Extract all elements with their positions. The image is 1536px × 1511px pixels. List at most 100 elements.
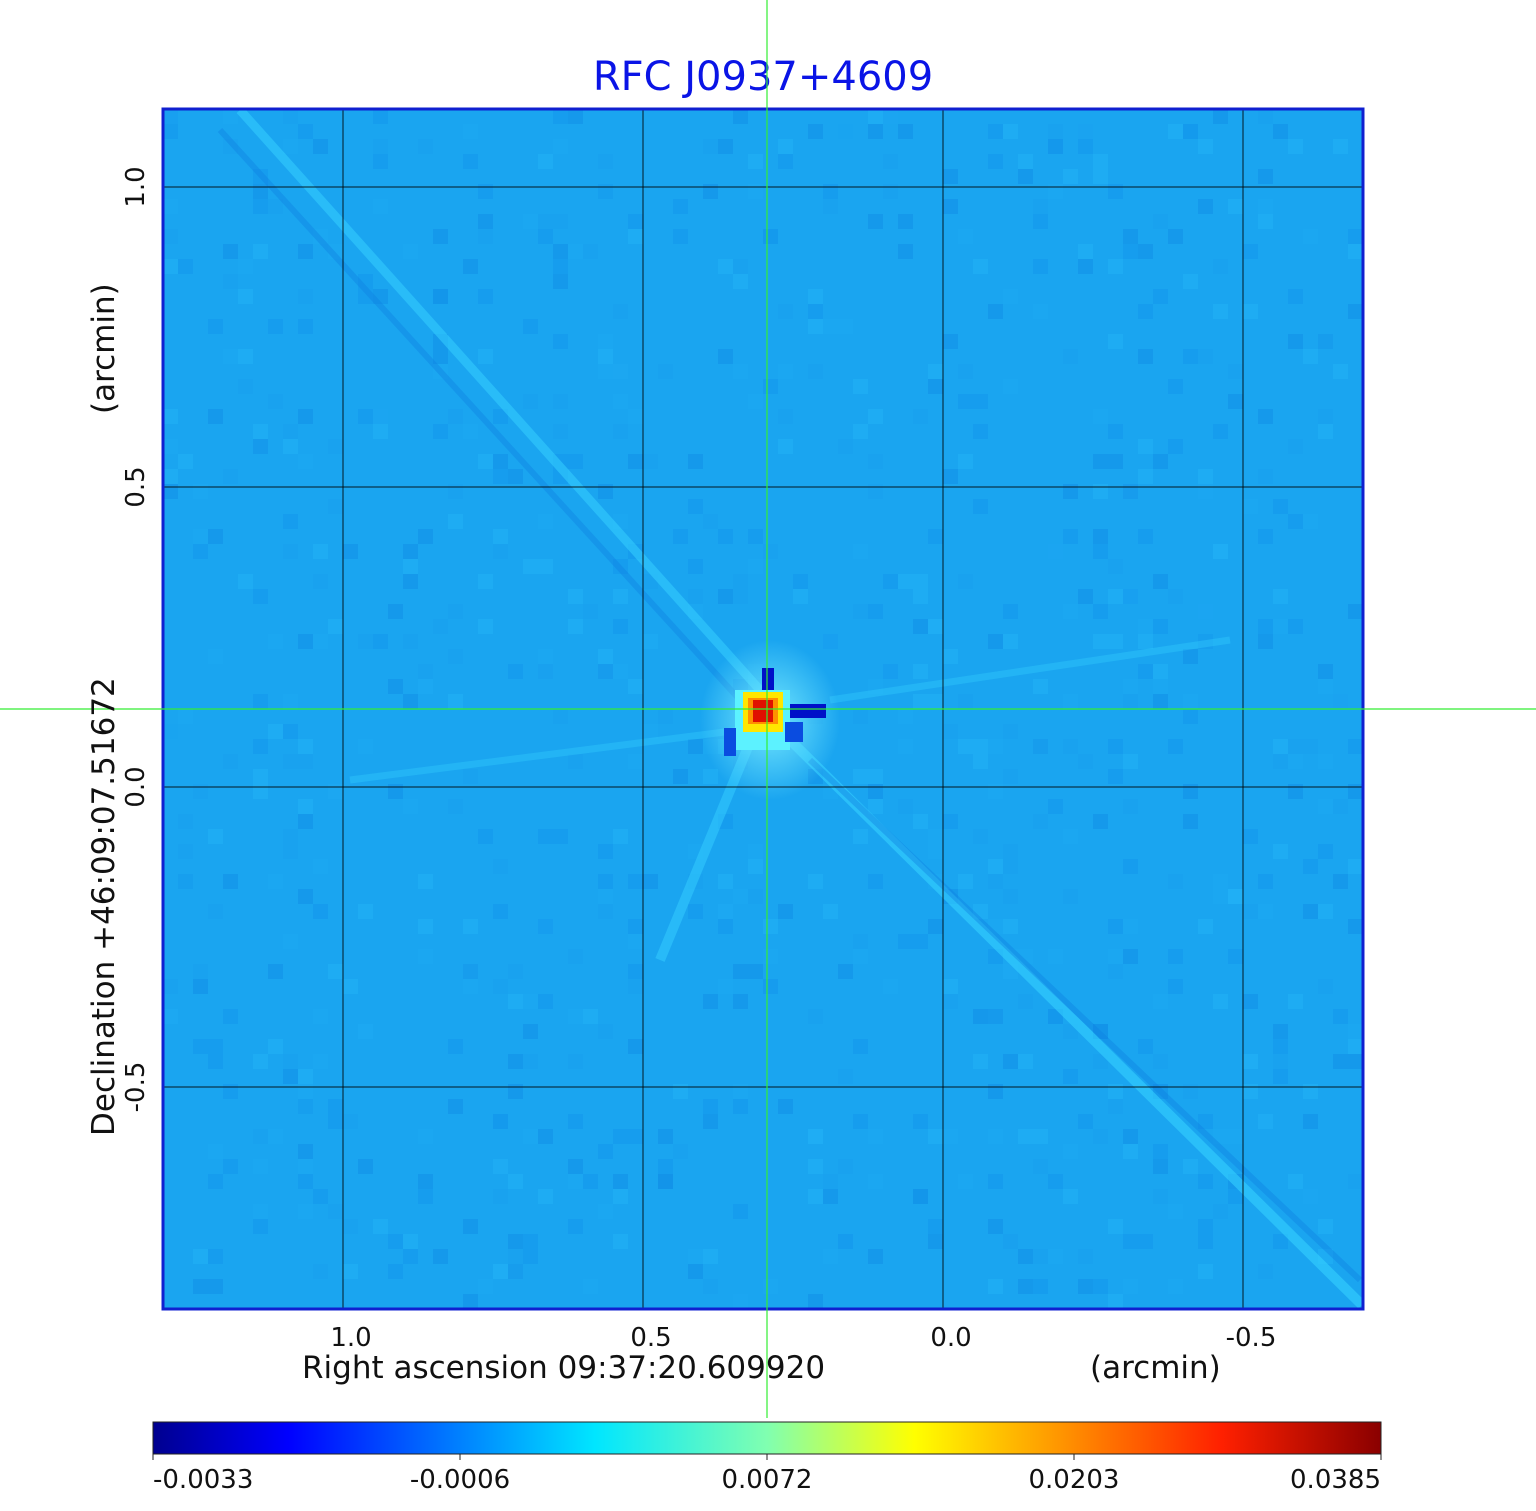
noise-pixel — [688, 904, 703, 919]
noise-pixel — [943, 814, 958, 829]
noise-pixel — [658, 1174, 673, 1189]
noise-pixel — [1108, 769, 1123, 784]
noise-pixel — [418, 1189, 433, 1204]
noise-pixel — [433, 424, 448, 439]
noise-pixel — [163, 199, 178, 214]
noise-pixel — [298, 319, 313, 334]
noise-pixel — [298, 1174, 313, 1189]
noise-pixel — [1243, 1054, 1258, 1069]
noise-pixel — [1198, 469, 1213, 484]
noise-pixel — [553, 334, 568, 349]
noise-pixel — [1153, 214, 1168, 229]
noise-pixel — [763, 544, 778, 559]
noise-pixel — [988, 1009, 1003, 1024]
noise-pixel — [448, 1099, 463, 1114]
noise-pixel — [748, 859, 763, 874]
noise-pixel — [823, 184, 838, 199]
noise-pixel — [1153, 1189, 1168, 1204]
noise-pixel — [1348, 1174, 1363, 1189]
noise-pixel — [1108, 334, 1123, 349]
noise-pixel — [1168, 949, 1183, 964]
noise-pixel — [628, 679, 643, 694]
noise-pixel — [493, 1264, 508, 1279]
noise-pixel — [868, 679, 883, 694]
noise-pixel — [1093, 454, 1108, 469]
noise-pixel — [478, 1279, 493, 1294]
noise-pixel — [883, 664, 898, 679]
y-tick-label: 0.0 — [121, 766, 151, 807]
noise-pixel — [568, 244, 583, 259]
noise-pixel — [1063, 604, 1078, 619]
noise-pixel — [1003, 724, 1018, 739]
noise-pixel — [508, 1234, 523, 1249]
noise-pixel — [403, 799, 418, 814]
noise-pixel — [1078, 1114, 1093, 1129]
noise-pixel — [1018, 1129, 1033, 1144]
noise-pixel — [598, 904, 613, 919]
noise-pixel — [583, 1009, 598, 1024]
noise-pixel — [223, 1009, 238, 1024]
noise-pixel — [718, 589, 733, 604]
noise-pixel — [1168, 739, 1183, 754]
noise-pixel — [418, 874, 433, 889]
noise-pixel — [1108, 739, 1123, 754]
noise-pixel — [1183, 709, 1198, 724]
noise-pixel — [1228, 199, 1243, 214]
noise-pixel — [358, 739, 373, 754]
colorbar-tick-label: -0.0033 — [153, 1465, 253, 1495]
noise-pixel — [328, 499, 343, 514]
noise-pixel — [628, 1129, 643, 1144]
noise-pixel — [373, 199, 388, 214]
noise-pixel — [1273, 754, 1288, 769]
noise-pixel — [1108, 949, 1123, 964]
noise-pixel — [523, 1234, 538, 1249]
noise-pixel — [1273, 1069, 1288, 1084]
noise-pixel — [1318, 334, 1333, 349]
noise-pixel — [463, 964, 478, 979]
noise-pixel — [373, 154, 388, 169]
noise-pixel — [1048, 544, 1063, 559]
noise-pixel — [268, 634, 283, 649]
noise-pixel — [808, 1189, 823, 1204]
noise-pixel — [1033, 1249, 1048, 1264]
noise-pixel — [568, 619, 583, 634]
noise-pixel — [313, 1054, 328, 1069]
noise-pixel — [1123, 949, 1138, 964]
noise-pixel — [808, 124, 823, 139]
noise-pixel — [913, 409, 928, 424]
noise-pixel — [823, 1249, 838, 1264]
noise-pixel — [523, 214, 538, 229]
noise-pixel — [553, 829, 568, 844]
colorbar-tick-labels: -0.0033 -0.0006 0.0072 0.0203 0.0385 — [152, 1454, 1382, 1495]
noise-pixel — [1333, 799, 1348, 814]
noise-pixel — [898, 124, 913, 139]
noise-pixel — [1078, 589, 1093, 604]
noise-pixel — [838, 1069, 853, 1084]
noise-pixel — [1033, 259, 1048, 274]
noise-pixel — [808, 319, 823, 334]
noise-pixel — [1063, 1069, 1078, 1084]
noise-pixel — [1138, 1234, 1153, 1249]
noise-pixel — [628, 454, 643, 469]
noise-pixel — [1123, 859, 1138, 874]
noise-pixel — [298, 754, 313, 769]
noise-pixel — [1108, 184, 1123, 199]
noise-pixel — [928, 529, 943, 544]
noise-pixel — [283, 934, 298, 949]
noise-pixel — [853, 604, 868, 619]
noise-pixel — [1303, 859, 1318, 874]
noise-pixel — [673, 1084, 688, 1099]
noise-pixel — [583, 1174, 598, 1189]
noise-pixel — [1318, 979, 1333, 994]
noise-pixel — [838, 964, 853, 979]
noise-pixel — [1168, 379, 1183, 394]
noise-pixel — [1048, 139, 1063, 154]
noise-pixel — [298, 409, 313, 424]
noise-pixel — [838, 1234, 853, 1249]
noise-pixel — [718, 259, 733, 274]
noise-pixel — [1168, 1279, 1183, 1294]
noise-pixel — [493, 859, 508, 874]
noise-pixel — [403, 1234, 418, 1249]
noise-pixel — [1273, 499, 1288, 514]
